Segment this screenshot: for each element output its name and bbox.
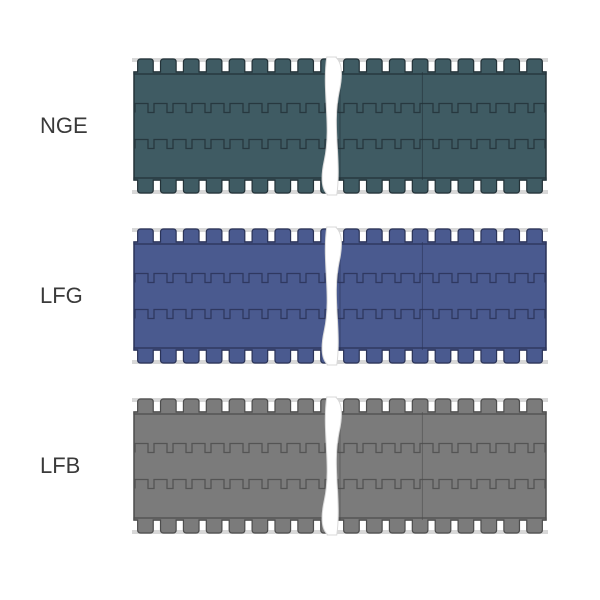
belt-graphic-lfg	[130, 225, 550, 367]
belt-label-lfb: LFB	[40, 453, 80, 479]
belt-graphic-lfb	[130, 395, 550, 537]
belt-graphic-nge	[130, 55, 550, 197]
belt-label-lfg: LFG	[40, 283, 83, 309]
belt-label-nge: NGE	[40, 113, 88, 139]
